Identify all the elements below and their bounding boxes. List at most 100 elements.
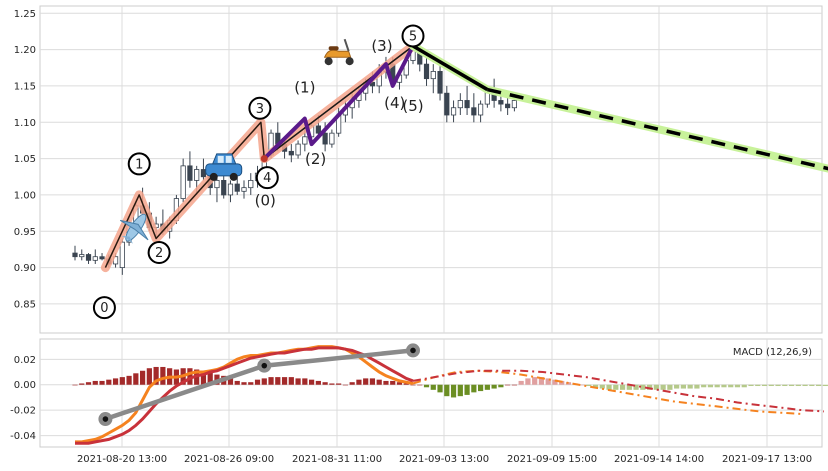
macd-plot-area: [39, 338, 823, 448]
candle-body: [498, 100, 504, 105]
histogram-forecast-bar: [525, 378, 531, 385]
histogram-bar: [200, 370, 207, 385]
macd-y-ticks: -0.04 -0.02 0.00 0.02: [10, 355, 36, 442]
scooter-wheel: [345, 57, 354, 66]
car-wheel: [209, 172, 218, 181]
histogram-forecast-bar: [761, 384, 768, 387]
trend-marker-dot: [261, 362, 268, 369]
histogram-forecast-bar: [626, 384, 632, 390]
histogram-forecast-bar: [755, 384, 761, 387]
histogram-bar: [336, 383, 342, 385]
candle-body: [423, 63, 430, 80]
main-wave-label: 1: [135, 157, 143, 172]
candle-body: [471, 107, 477, 116]
wave-lines: [100, 41, 828, 273]
candle-body: [200, 169, 207, 178]
histogram-forecast-bar: [538, 377, 545, 385]
histogram-forecast-bar: [586, 384, 592, 387]
price-y-tick-label: 1.20: [14, 45, 36, 56]
histogram-forecast-bar: [619, 384, 626, 390]
histogram-bar: [187, 368, 193, 385]
wave-4-dot: [260, 155, 268, 163]
histogram-bar: [417, 384, 423, 386]
histogram-bar: [207, 372, 213, 385]
candle-body: [92, 256, 98, 261]
histogram-bar: [146, 368, 152, 385]
macd-panel: -0.04 -0.02 0.00 0.02 MACD (12,26,9): [10, 338, 828, 448]
histogram-bar: [72, 384, 78, 386]
histogram-bar: [444, 384, 450, 397]
histogram-forecast-bar: [613, 384, 619, 390]
histogram-forecast-bar: [795, 384, 801, 387]
histogram-forecast-bar: [532, 377, 538, 385]
airplane-wings: [119, 219, 149, 241]
candle-body: [430, 71, 436, 80]
candle-body: [214, 179, 220, 189]
candle-body: [221, 179, 227, 196]
histogram-bar: [99, 380, 105, 385]
scooter-icon: [323, 38, 354, 66]
price-y-tick-label: 1.05: [14, 154, 36, 165]
histogram-bar: [126, 375, 132, 385]
histogram-bar: [491, 384, 497, 389]
histogram-forecast-bar: [714, 384, 720, 388]
price-y-tick-label: 1.25: [14, 9, 36, 20]
histogram-forecast-bar: [565, 382, 572, 385]
candle-body: [248, 179, 254, 189]
histogram-forecast-bar: [667, 384, 673, 390]
histogram-bar: [369, 378, 376, 385]
histogram-bar: [505, 384, 511, 386]
candle-body: [477, 103, 484, 116]
histogram-bar: [85, 382, 92, 385]
histogram-bar: [106, 379, 112, 385]
price-panel: 0.85 0.90 0.95 1.00 1.05 1.10 1.15 1.20 1.25 0 1 2…: [14, 5, 828, 334]
x-tick-label: 2021-08-26 09:00: [184, 454, 274, 465]
candle-body: [302, 136, 308, 145]
candle-body: [457, 100, 463, 109]
sub-wave-label: (1): [294, 79, 315, 97]
candle-body: [288, 150, 294, 156]
histogram-bar: [437, 384, 443, 393]
car-icon: [205, 153, 243, 181]
histogram-bar: [471, 384, 477, 393]
wave-labels: 0 1 2 3 4 5 (0) (1) (2) (3) (4)(5): [92, 24, 425, 320]
trend-marker-dot: [410, 347, 416, 354]
histogram-forecast-bar: [701, 384, 707, 388]
histogram-bar: [133, 373, 139, 385]
histogram-forecast-bar: [782, 384, 788, 387]
main-wave-label: 2: [155, 246, 163, 261]
macd-trend-markers: [98, 343, 420, 427]
histogram-bar: [248, 382, 254, 385]
macd-forecast-line: [412, 369, 803, 415]
candle-body: [450, 107, 457, 116]
projection-dashed-line: [486, 87, 828, 171]
car-window: [225, 155, 232, 163]
price-y-ticks: 0.85 0.90 0.95 1.00 1.05 1.10 1.15 1.20 1.25: [14, 9, 36, 311]
histogram-bar: [363, 378, 369, 385]
histogram-forecast-bar: [809, 384, 815, 387]
wave-label-circle: [147, 241, 171, 265]
histogram-bar: [295, 378, 301, 385]
price-y-tick-label: 1.00: [14, 190, 36, 201]
x-tick-label: 2021-09-14 14:00: [614, 454, 704, 465]
candle-body: [180, 165, 186, 199]
histogram-forecast-bar: [599, 384, 605, 389]
candle-body: [72, 252, 78, 258]
histogram-bar: [119, 377, 125, 385]
histogram-forecast-bar: [694, 384, 700, 389]
price-y-tick-label: 1.10: [14, 118, 36, 129]
histogram-forecast-bar: [687, 384, 693, 389]
histogram-bar: [464, 384, 470, 395]
airplane-tail: [121, 235, 133, 244]
car-wheel: [229, 172, 238, 181]
histogram-bar: [153, 366, 159, 385]
histogram-forecast-bar: [775, 384, 781, 387]
histogram-bar: [275, 377, 281, 385]
histogram-forecast-bar: [734, 384, 741, 388]
histogram-bar: [140, 370, 146, 385]
histogram-bar: [478, 384, 484, 392]
histogram-bar: [396, 382, 403, 385]
histogram-forecast-bar: [559, 380, 565, 385]
histogram-forecast-bar: [518, 380, 524, 385]
